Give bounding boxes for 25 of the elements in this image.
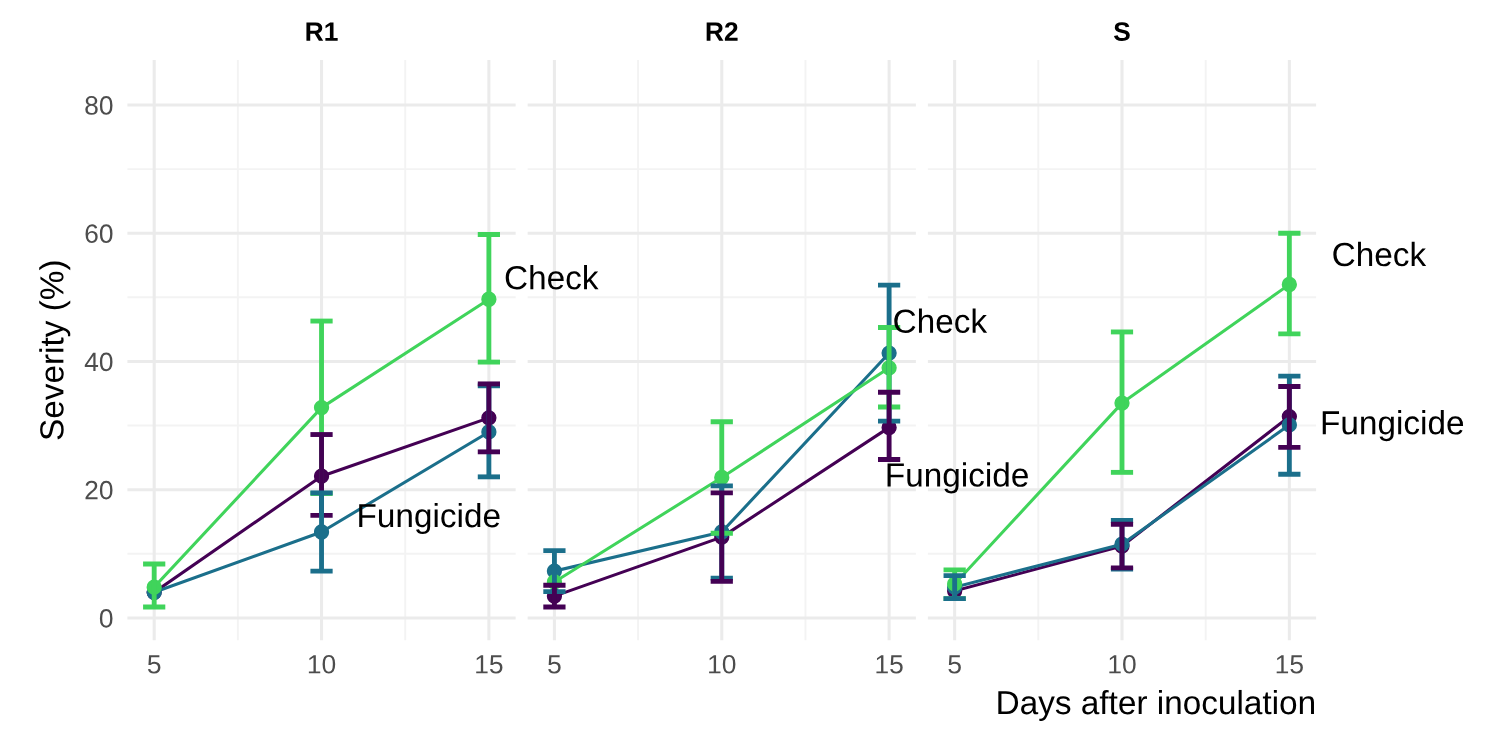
chart-title: S xyxy=(1113,22,1130,41)
annotation: Check xyxy=(505,265,599,290)
x-tick-label: 15 xyxy=(476,655,503,674)
x-tick-label: 15 xyxy=(876,655,903,674)
x-tick-label: 10 xyxy=(1109,654,1136,674)
chart-title: R2 xyxy=(706,22,738,41)
annotation: Fungicide xyxy=(887,462,1028,494)
y-tick-label: 80 xyxy=(85,96,113,115)
x-axis-title: Days after inoculation xyxy=(998,689,1314,722)
annotation: Check xyxy=(894,308,988,334)
chart-title: R1 xyxy=(306,22,338,41)
annotation: Fungicide xyxy=(359,502,500,535)
y-tick-label: 60 xyxy=(85,224,113,244)
y-tick-label: 0 xyxy=(99,609,113,628)
text: Fungicide xyxy=(1322,410,1464,442)
x-tick-label: 5 xyxy=(948,655,961,674)
y-tick-label: 40 xyxy=(84,352,113,372)
x-tick-label: 5 xyxy=(548,655,561,674)
y-tick-label: 20 xyxy=(85,480,113,500)
x-tick-label: 10 xyxy=(308,654,336,674)
text: Check xyxy=(1333,241,1427,267)
y-axis-title: Severity (%) xyxy=(39,261,71,440)
x-tick-label: 5 xyxy=(147,655,161,674)
x-tick-label: 10 xyxy=(709,654,736,674)
x-tick-label: 15 xyxy=(1276,655,1303,674)
